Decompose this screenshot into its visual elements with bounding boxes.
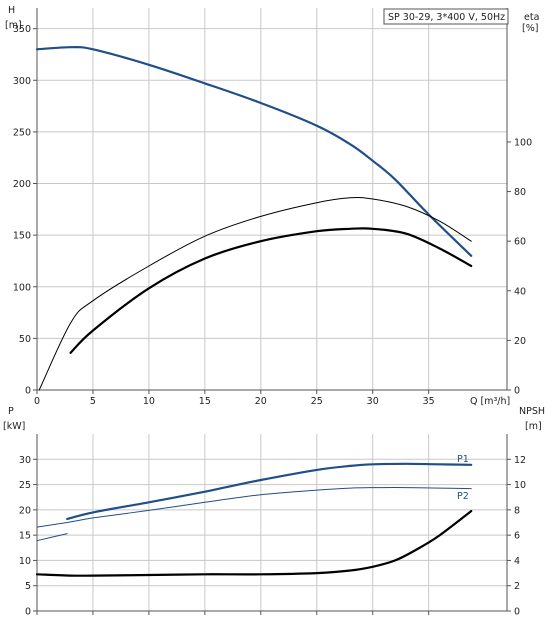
top-right-tick-label: 60: [514, 237, 526, 248]
top-x-tick-label: 35: [423, 396, 435, 407]
top-series-1-line: [38, 196, 472, 391]
bottom-right-tick-label: 0: [514, 607, 520, 618]
top-left-axis-title: H: [8, 5, 15, 16]
bottom-right-tick-label: 12: [514, 455, 526, 466]
top-right-tick-label: 40: [514, 286, 526, 297]
top-series-2-line: [69, 227, 473, 354]
top-left-tick-label: 50: [19, 334, 31, 345]
top-right-tick-label: 0: [514, 386, 520, 397]
bottom-series-3-line: [35, 510, 473, 577]
top-x-tick-label: 10: [143, 396, 155, 407]
top-x-tick-label: 25: [311, 396, 323, 407]
top-right-tick-label: 80: [514, 187, 526, 198]
bottom-left-tick-label: 5: [25, 581, 31, 592]
bottom-right-tick-label: 2: [514, 581, 520, 592]
bottom-right-tick-label: 8: [514, 505, 520, 516]
bottom-grid: 0 5 10 15 20 25 30 0 2 4 6 8 10 12: [19, 434, 526, 618]
bottom-right-axis-title: NPSH: [519, 406, 545, 417]
bottom-right-axis-unit: [m]: [525, 421, 542, 432]
top-left-axis-unit: [m]: [5, 20, 22, 31]
bottom-right-tick-label: 4: [514, 556, 520, 567]
top-grid: 0 5 10 15 20 25 30 3505010015020025030035002040…: [13, 8, 532, 407]
top-right-tick-label: 100: [514, 137, 532, 148]
top-left-tick-label: 100: [13, 282, 31, 293]
top-x-tick-label: 20: [255, 396, 267, 407]
bottom-right-tick-label: 10: [514, 480, 526, 491]
top-left-tick-label: 200: [13, 179, 31, 190]
bottom-series: [35, 462, 473, 577]
p2-line: [36, 487, 472, 528]
p1-series-label: P1: [457, 454, 469, 465]
legend-text: SP 30-29, 3*400 V, 50Hz: [388, 12, 505, 23]
top-right-axis-title: eta: [524, 12, 539, 23]
bottom-left-tick-label: 20: [19, 505, 31, 516]
bottom-left-axis-title: P: [8, 406, 14, 417]
top-right-axis-unit: [%]: [522, 23, 538, 34]
top-x-axis-label: Q [m³/h]: [470, 396, 510, 407]
bottom-left-axis-unit: [kW]: [3, 421, 25, 432]
bottom-series-2-line: [36, 533, 68, 542]
bottom-left-tick-label: 30: [19, 455, 31, 466]
bottom-left-tick-label: 25: [19, 480, 31, 491]
bottom-left-tick-label: 0: [25, 607, 31, 618]
top-right-tick-label: 20: [514, 336, 526, 347]
top-left-tick-label: 250: [13, 127, 31, 138]
legend-box: [383, 8, 509, 25]
top-left-tick-label: 350: [13, 24, 31, 35]
bottom-right-tick-label: 6: [514, 531, 520, 542]
p2-series-label: P2: [457, 491, 469, 502]
top-left-tick-label: 150: [13, 231, 31, 242]
top-left-tick-label: 300: [13, 76, 31, 87]
top-x-tick-label: 15: [199, 396, 211, 407]
top-left-tick-label: 0: [25, 386, 31, 397]
bottom-left-tick-label: 10: [19, 556, 31, 567]
p1-line: [66, 462, 473, 521]
top-x-tick-label: 30: [367, 396, 379, 407]
top-series-0-line: [35, 45, 473, 257]
top-series: [35, 45, 473, 391]
top-x-tick-label: 5: [90, 396, 96, 407]
top-x-tick-label: 0: [34, 396, 40, 407]
bottom-left-tick-label: 15: [19, 531, 31, 542]
